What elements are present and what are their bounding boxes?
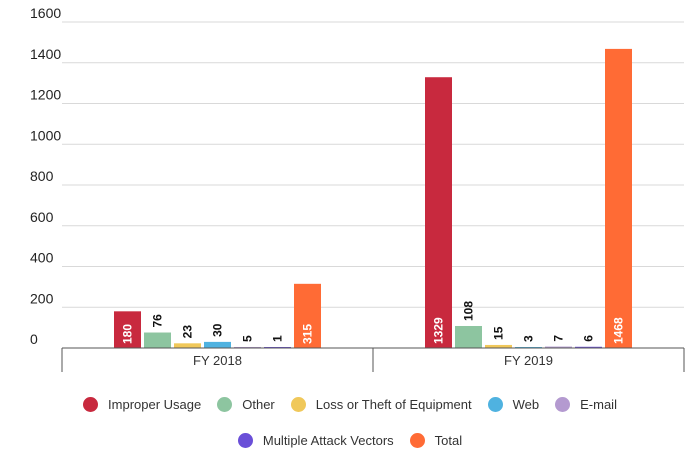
- legend-label: Total: [434, 433, 463, 448]
- data-label: 1329: [432, 317, 446, 344]
- data-label: 108: [462, 301, 476, 321]
- legend-item-e-mail[interactable]: E-mail: [555, 397, 617, 412]
- x-category-label: FY 2019: [504, 353, 553, 368]
- y-tick-label: 600: [30, 209, 54, 225]
- y-axis-ticks: 0 200 400 600 800 1000 1200 1400 1600: [30, 5, 61, 347]
- x-axis: FY 2018 FY 2019: [61, 347, 685, 372]
- legend-item-total[interactable]: Total: [409, 433, 463, 448]
- data-label: 6: [582, 335, 596, 342]
- data-label: 315: [301, 324, 315, 344]
- legend-label: Multiple Attack Vectors: [262, 433, 394, 448]
- legend-row-1: Improper Usage Other Loss or Theft of Eq…: [0, 397, 700, 412]
- y-tick-label: 1200: [30, 87, 61, 103]
- y-tick-label: 800: [30, 168, 54, 184]
- legend-item-other[interactable]: Other: [217, 397, 275, 412]
- bar: [174, 343, 201, 348]
- bar: [234, 346, 261, 348]
- bar: [455, 325, 482, 348]
- legend-item-multiple-attack-vectors[interactable]: Multiple Attack Vectors: [237, 433, 394, 448]
- data-label: 1468: [612, 317, 626, 344]
- legend-label: Improper Usage: [108, 397, 202, 412]
- y-tick-label: 1400: [30, 46, 61, 62]
- data-label: 1: [271, 335, 285, 342]
- data-label: 7: [552, 335, 566, 342]
- data-label: 15: [492, 326, 506, 340]
- y-tick-label: 0: [30, 331, 38, 347]
- bar: [114, 311, 141, 348]
- data-label: 23: [181, 325, 195, 339]
- legend-swatch: [83, 397, 99, 412]
- legend-swatch: [409, 433, 425, 448]
- data-label: 180: [121, 324, 135, 344]
- legend-label: E-mail: [580, 397, 617, 412]
- bar: [204, 341, 231, 348]
- legend-swatch: [290, 397, 306, 412]
- gridlines: [62, 21, 684, 308]
- legend-item-loss-or-theft[interactable]: Loss or Theft of Equipment: [290, 397, 472, 412]
- legend-swatch: [237, 433, 253, 448]
- bar: [575, 346, 602, 348]
- bar: [485, 344, 512, 348]
- bar: [605, 48, 632, 349]
- bars: [114, 48, 632, 349]
- y-tick-label: 1600: [30, 5, 61, 21]
- bar: [425, 77, 452, 348]
- legend-label: Other: [242, 397, 275, 412]
- legend-swatch: [487, 397, 503, 412]
- x-category-label: FY 2018: [193, 353, 242, 368]
- data-label: 5: [241, 335, 255, 342]
- bar: [545, 346, 572, 348]
- y-tick-label: 200: [30, 290, 54, 306]
- bar: [294, 283, 321, 348]
- y-tick-label: 400: [30, 250, 54, 266]
- data-label: 3: [522, 335, 536, 342]
- legend-label: Web: [512, 397, 540, 412]
- legend-label: Loss or Theft of Equipment: [315, 397, 472, 412]
- legend-item-web[interactable]: Web: [487, 397, 540, 412]
- y-tick-label: 1000: [30, 127, 61, 143]
- legend-row-2: Multiple Attack Vectors Total: [0, 433, 700, 448]
- bar: [144, 332, 171, 348]
- data-label: 76: [151, 314, 165, 328]
- legend-swatch: [217, 397, 233, 412]
- legend-swatch: [555, 397, 571, 412]
- legend-item-improper-usage[interactable]: Improper Usage: [83, 397, 201, 412]
- data-label: 30: [211, 323, 225, 337]
